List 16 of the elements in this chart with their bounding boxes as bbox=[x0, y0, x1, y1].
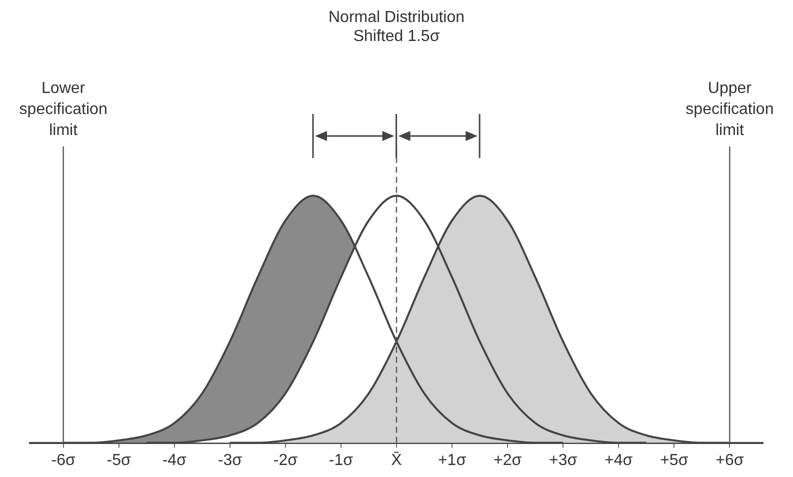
chart-title: Normal Distribution Shifted 1.5σ bbox=[328, 9, 465, 46]
x-tick-label: +4σ bbox=[604, 452, 633, 469]
x-tick-label: -6σ bbox=[51, 452, 76, 469]
x-tick-label: -1σ bbox=[328, 452, 354, 469]
ref-line-label: Upper specification limit bbox=[686, 80, 774, 139]
x-tick-label: +6σ bbox=[716, 452, 744, 469]
x-tick-label: X̄ bbox=[391, 451, 402, 469]
x-tick-label: +5σ bbox=[660, 452, 688, 469]
x-tick-label: -3σ bbox=[218, 452, 242, 469]
x-tick-label: +2σ bbox=[494, 452, 522, 469]
x-tick-label: -4σ bbox=[162, 452, 187, 469]
x-tick-label: -2σ bbox=[273, 452, 298, 469]
ref-line-label: Lower specification limit bbox=[19, 80, 108, 139]
x-tick-label: +3σ bbox=[549, 452, 578, 469]
x-tick-label: +1σ bbox=[438, 452, 466, 469]
x-tick-label: -5σ bbox=[106, 452, 132, 469]
